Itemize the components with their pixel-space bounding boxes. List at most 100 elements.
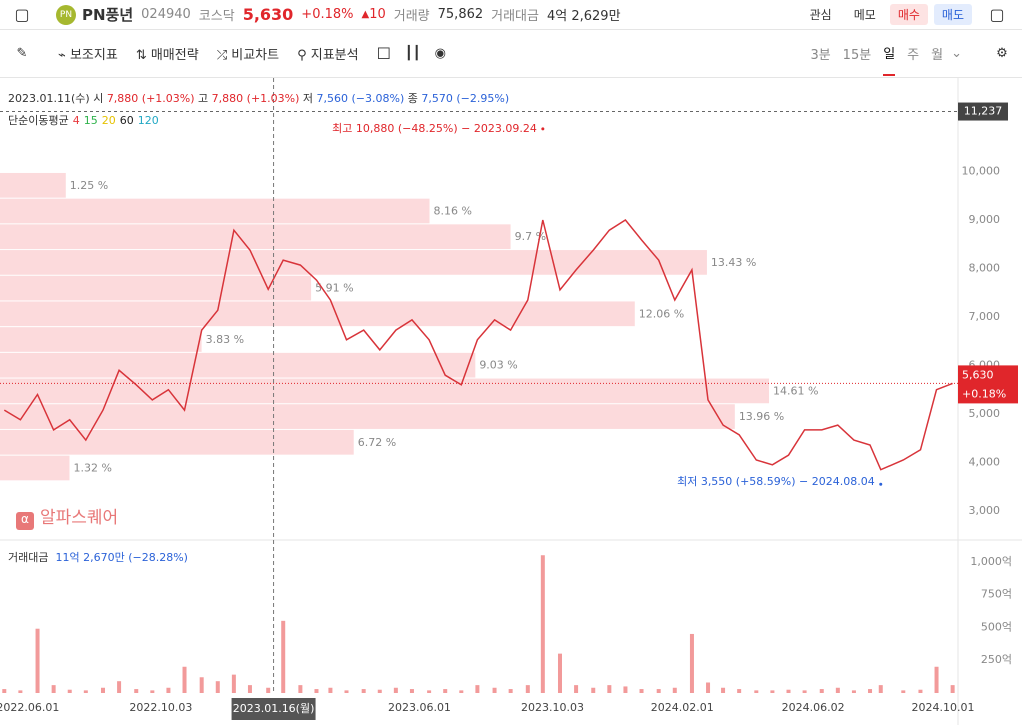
volume-bar <box>525 685 530 693</box>
code: 024940 <box>141 7 191 22</box>
sidebar-toggle[interactable]: ▢ <box>14 5 30 24</box>
volume-bar <box>100 687 105 693</box>
volume-profile-label: 8.16 % <box>434 205 472 218</box>
x-tick-label: 2024.06.02 <box>782 701 845 714</box>
period-tab[interactable]: 15분 <box>842 48 872 63</box>
volume-bar <box>117 681 122 693</box>
period-tab[interactable]: 월 <box>931 48 944 63</box>
period-tab-active[interactable]: 일 <box>883 31 896 76</box>
y-tick-label: 4,000 <box>969 455 1001 468</box>
volume-bar <box>623 686 628 693</box>
logo: PN <box>56 4 76 25</box>
crosshair-label: 2023.01.16(월) <box>233 702 315 715</box>
volume-bar <box>215 681 220 693</box>
ma-legend: 단순이동평균 4 15 20 60 120 <box>8 112 159 128</box>
compare-button[interactable]: ⤮ 비교차트 <box>216 48 280 63</box>
volume-bar <box>557 653 562 693</box>
volume-bar <box>706 682 711 693</box>
volume-bar <box>231 674 236 693</box>
volume-bar <box>918 689 923 693</box>
volume-profile-label: 9.03 % <box>479 359 517 372</box>
checkbox[interactable]: ☐ <box>376 44 391 63</box>
volume-bar <box>508 689 513 693</box>
header: ▢ PN PN풍년 024940 코스닥 5,630 +0.18% ▲ 10 거… <box>0 0 1022 30</box>
y-tick-label: 5,000 <box>969 407 1001 420</box>
volume-bar <box>672 687 677 693</box>
y-tick-label: 7,000 <box>969 310 1001 323</box>
volume-bar <box>721 687 726 693</box>
analysis-button[interactable]: ⚲ 지표분석 <box>297 48 359 63</box>
indicator-button[interactable]: ⌁ 보조지표 <box>58 48 118 63</box>
volume-bar <box>901 690 906 693</box>
volume-bar <box>247 685 252 693</box>
volume-bar <box>835 687 840 693</box>
volume-profile-bar <box>0 404 735 429</box>
volume-bar <box>199 677 204 693</box>
volume-bar <box>361 689 366 693</box>
volume-profile-bar <box>0 172 66 198</box>
y-tick-label: 500억 <box>981 620 1012 633</box>
sell-button[interactable]: 매도 <box>933 4 972 25</box>
volume-profile-bar <box>0 352 476 378</box>
volume-bar <box>737 689 742 693</box>
memo-button[interactable]: 메모 <box>853 8 876 22</box>
ma-period: 4 <box>72 114 80 127</box>
strategy-button[interactable]: ⇅ 매매전략 <box>135 48 199 63</box>
volume-bar <box>393 687 398 693</box>
toolbar: ✎ ⌁ 보조지표 ⇅ 매매전략 ⤮ 비교차트 ⚲ 지표분석 ☐ ┃┃ ◉ 3분 … <box>0 30 1022 78</box>
volume-bar <box>540 555 545 693</box>
y-tick-label: 3,000 <box>969 504 1001 517</box>
camera-button[interactable]: ◉ <box>434 46 446 61</box>
dropdown[interactable]: ⌄ <box>951 46 962 61</box>
volume-bar <box>83 690 88 693</box>
period-tab[interactable]: 주 <box>907 48 920 63</box>
volume-profile-label: 13.43 % <box>711 256 756 269</box>
price: 5,630 <box>242 5 294 24</box>
buy-button[interactable]: 매수 <box>889 4 928 25</box>
volume-bar <box>802 690 807 693</box>
volume-bar <box>443 689 448 693</box>
volume-bar <box>770 690 775 693</box>
candle-button[interactable]: ┃┃ <box>404 46 421 61</box>
amount: 4억 2,629만 <box>546 9 621 24</box>
volume-bar <box>166 687 171 693</box>
volume-profile-label: 12.06 % <box>639 307 684 320</box>
volume-profile-bar <box>0 198 430 224</box>
value: 7,880 (+1.03%) <box>106 92 195 105</box>
volume-profile-label: 3.83 % <box>206 333 244 346</box>
volume-bar <box>639 689 644 693</box>
change-amt: 10 <box>369 7 386 22</box>
volume-profile-bar <box>0 378 770 404</box>
panel-toggle[interactable]: ▢ <box>989 5 1005 24</box>
y-tick-label: 10,000 <box>962 165 1001 178</box>
watermark-text: 알파스퀘어 <box>40 508 119 528</box>
volume-bar <box>134 689 139 693</box>
volume-bar <box>2 689 7 693</box>
label: 비교차트 <box>231 48 280 63</box>
volume-bar <box>314 689 319 693</box>
volume-profile-bar <box>0 250 707 275</box>
last-price-box <box>958 365 1018 404</box>
ohlc-info: 2023.01.11(수) 시 7,880 (+1.03%) 고 7,880 (… <box>8 90 509 106</box>
volume-profile-label: 1.25 % <box>70 179 108 192</box>
stock-name: PN풍년 <box>82 6 134 24</box>
volume-title: 거래대금 <box>8 551 49 564</box>
label: 지표분석 <box>310 48 359 63</box>
ma-period: 15 <box>83 114 98 127</box>
watch-button[interactable]: 관심 <box>809 8 832 22</box>
x-tick-label: 2023.10.03 <box>521 701 584 714</box>
annotation-point <box>879 482 883 486</box>
volume-label: 거래량 <box>393 9 430 24</box>
y-tick-label: 250억 <box>981 653 1012 666</box>
volume-profile-bar <box>0 275 312 301</box>
volume-profile-bar <box>0 429 354 455</box>
y-tick-label: 750억 <box>981 588 1012 601</box>
period-tab[interactable]: 3분 <box>810 48 831 63</box>
volume-bar <box>35 628 40 693</box>
annotation-point <box>541 127 545 131</box>
draw-tool[interactable]: ✎ <box>16 46 28 61</box>
x-tick-label: 2022.06.01 <box>0 701 59 714</box>
market: 코스닥 <box>198 9 235 24</box>
settings-button[interactable]: ⚙ <box>996 46 1008 61</box>
